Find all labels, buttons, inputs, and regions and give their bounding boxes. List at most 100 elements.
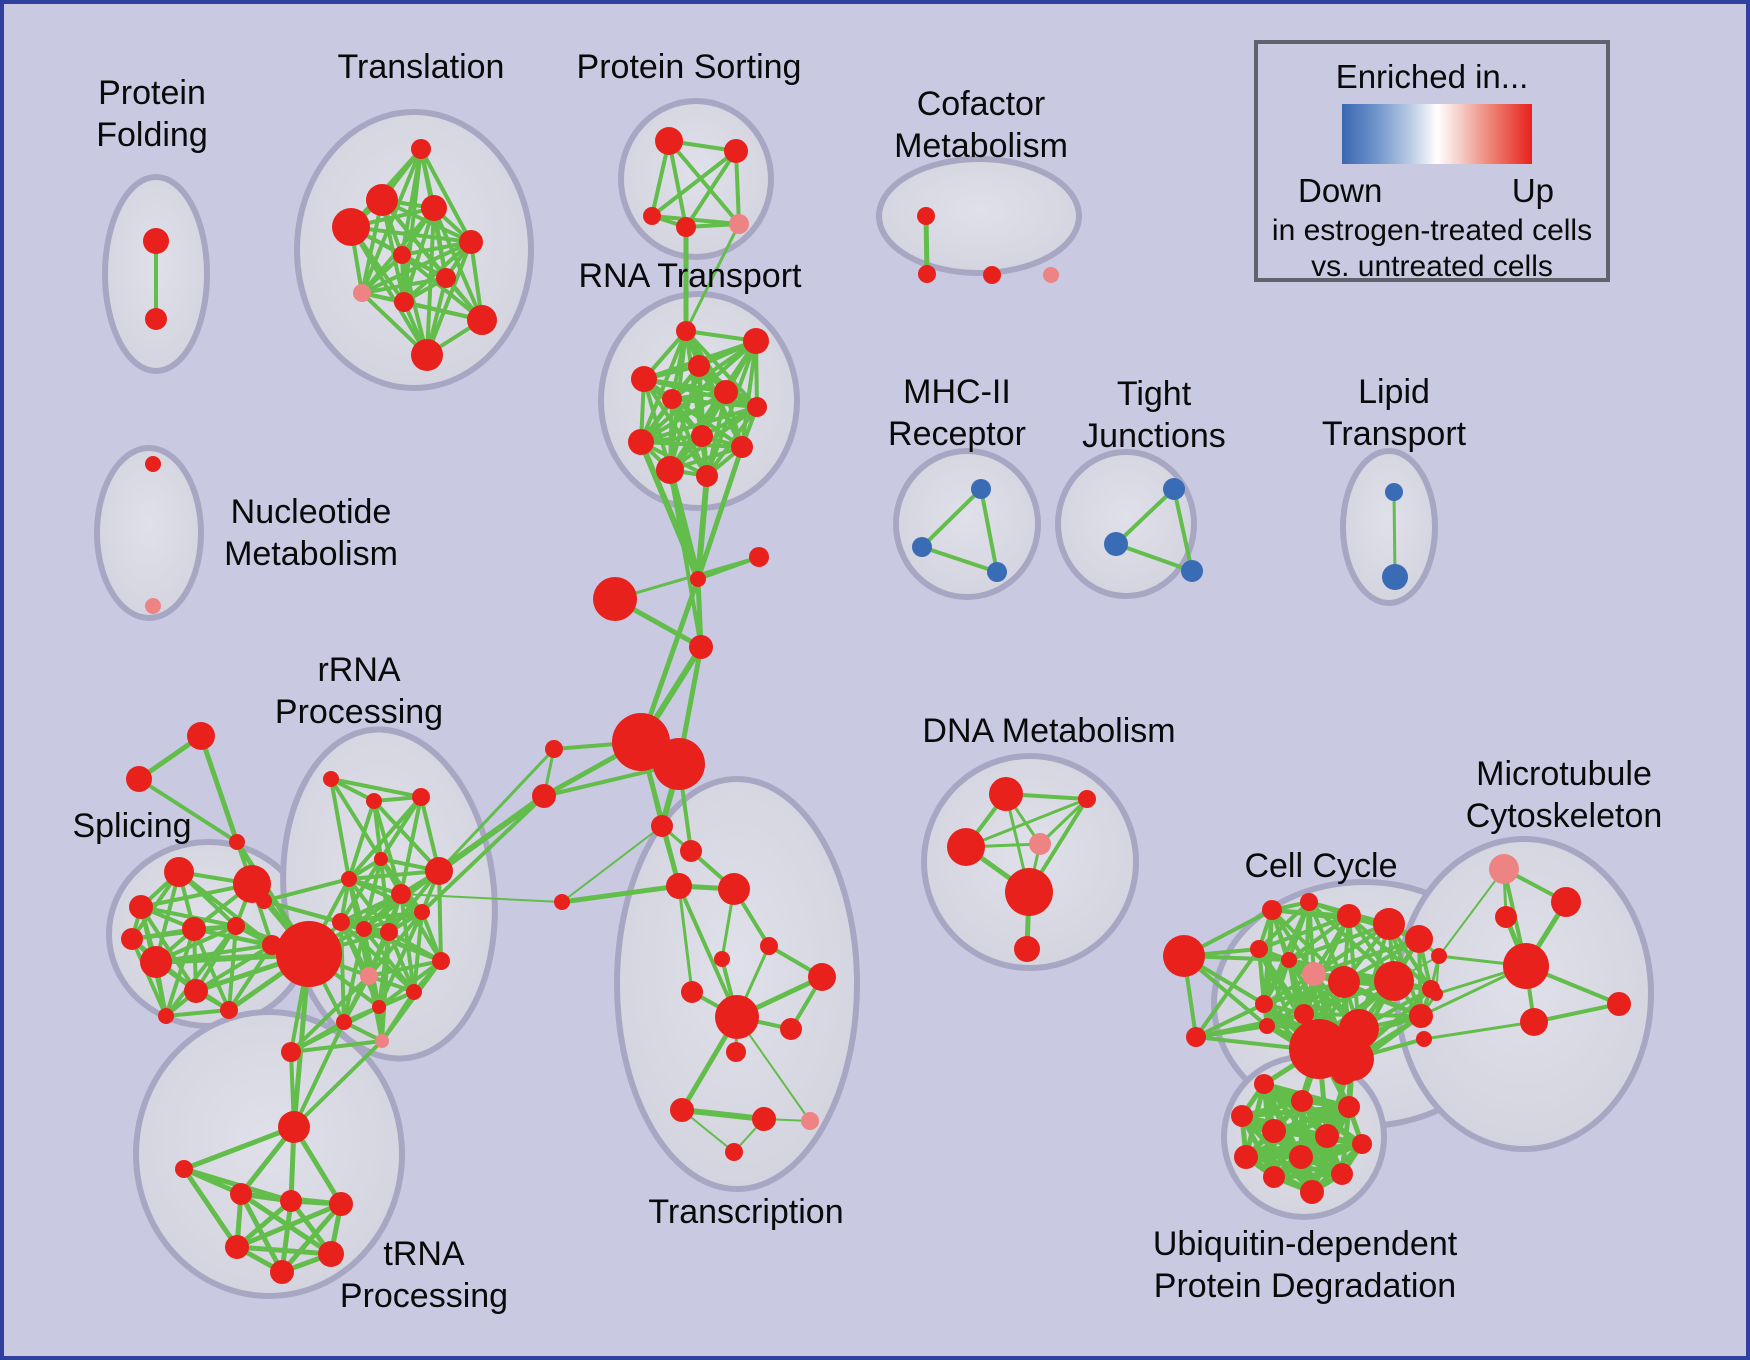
network-node <box>912 537 932 557</box>
network-node <box>332 208 370 246</box>
network-node <box>270 1260 294 1284</box>
network-node <box>1429 987 1443 1001</box>
legend-up-label: Up <box>1511 172 1554 209</box>
network-edge <box>399 795 423 896</box>
legend-subtitle-line1: in estrogen-treated cells <box>1271 214 1593 247</box>
network-edge <box>1287 914 1351 962</box>
network-edge <box>437 869 443 963</box>
network-node <box>1382 564 1408 590</box>
network-node <box>1250 940 1268 958</box>
network-node <box>158 1008 174 1024</box>
network-edge <box>668 468 703 649</box>
network-node <box>1300 893 1318 911</box>
network-node <box>393 246 411 264</box>
network-edge <box>181 1166 240 1250</box>
network-node <box>680 840 702 862</box>
network-node <box>1291 1090 1313 1112</box>
network-edge <box>377 910 424 1009</box>
cluster-ellipse-tight <box>1055 449 1197 599</box>
network-node <box>725 1143 743 1161</box>
network-node <box>323 771 339 787</box>
network-node <box>1163 478 1185 500</box>
network-edge <box>1114 487 1176 546</box>
network-edge <box>1194 947 1261 1039</box>
network-node <box>989 777 1023 811</box>
network-node <box>1385 483 1403 501</box>
network-node <box>947 828 985 866</box>
network-node <box>1294 1004 1314 1024</box>
network-edge <box>437 747 556 873</box>
network-edge <box>561 825 663 903</box>
network-node <box>1495 906 1517 928</box>
network-node <box>182 917 206 941</box>
network-node <box>1331 1163 1353 1185</box>
network-node <box>366 184 398 216</box>
cluster-label-ubiquitin: Protein Degradation <box>1154 1267 1456 1305</box>
network-edge <box>360 276 448 295</box>
cluster-label-sorting: Protein Sorting <box>577 48 802 86</box>
network-node <box>718 873 750 905</box>
legend-updown-row: Down Up <box>1298 172 1554 210</box>
network-node <box>375 1034 389 1048</box>
network-node <box>220 1001 238 1019</box>
network-node <box>1374 961 1414 1001</box>
cluster-label-tight: Junctions <box>1082 417 1226 455</box>
network-edge <box>342 927 366 1024</box>
network-node <box>164 857 194 887</box>
network-edge <box>380 990 416 1043</box>
network-node <box>1338 1096 1360 1118</box>
network-node <box>670 1098 694 1122</box>
network-node <box>341 871 357 887</box>
network-edge <box>139 905 238 928</box>
network-node <box>917 207 935 225</box>
network-node <box>690 571 706 587</box>
network-edge <box>347 799 376 881</box>
network-node <box>121 928 143 950</box>
cluster-ellipse-mhc <box>893 448 1041 600</box>
network-node <box>406 984 422 1000</box>
network-edge <box>1532 1002 1621 1024</box>
network-node <box>1295 1040 1313 1058</box>
network-node <box>380 923 398 941</box>
network-edge <box>1172 487 1194 573</box>
network-node <box>1234 1145 1258 1169</box>
network-node <box>987 562 1007 582</box>
network-edge <box>339 910 424 924</box>
network-node <box>631 366 657 392</box>
network-node <box>1029 833 1051 855</box>
network-edge <box>377 959 443 1009</box>
network-edge <box>679 1107 767 1122</box>
network-node <box>1302 962 1326 986</box>
network-node <box>1259 1018 1275 1034</box>
network-node <box>278 1111 310 1143</box>
network-node <box>227 917 245 935</box>
network-edge <box>1194 1002 1266 1039</box>
network-edge <box>705 405 759 478</box>
cluster-label-tight: Tight <box>1117 375 1192 413</box>
network-edge <box>130 937 168 1018</box>
network-edge <box>400 893 563 903</box>
cluster-label-mhc: MHC-II <box>903 373 1011 411</box>
network-edge <box>1239 1104 1352 1119</box>
network-edge <box>360 253 404 295</box>
network-node <box>145 308 167 330</box>
network-edge <box>923 213 930 277</box>
legend-box: Enriched in... Down Up in estrogen-treat… <box>1254 40 1610 283</box>
network-node <box>229 834 245 850</box>
network-node <box>436 268 456 288</box>
network-node <box>532 784 556 808</box>
network-node <box>760 937 778 955</box>
network-node <box>1231 1105 1253 1127</box>
network-svg: Protein Folding Translation Protein Sorting… <box>72 48 1662 1315</box>
network-node <box>391 884 411 904</box>
network-edge <box>638 439 701 582</box>
network-node <box>1416 1031 1432 1047</box>
network-node <box>714 951 730 967</box>
network-edge <box>695 473 710 582</box>
network-edge <box>238 1191 285 1275</box>
network-node <box>1263 1166 1285 1188</box>
network-node <box>1043 267 1059 283</box>
network-node <box>691 425 713 447</box>
network-node <box>1005 868 1053 916</box>
